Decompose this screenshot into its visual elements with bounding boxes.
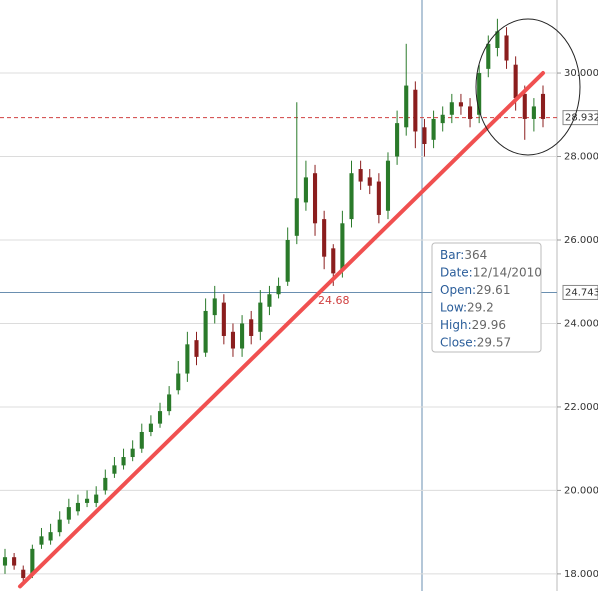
y-tick-label: 22.0000	[564, 402, 598, 413]
candle-body	[294, 198, 299, 236]
candle-body	[185, 344, 190, 374]
tooltip-row: Bar:364	[440, 248, 487, 262]
candle-body	[376, 181, 381, 215]
tooltip-box	[431, 242, 542, 353]
candle-body	[121, 457, 126, 466]
tooltip-row: Low:29.2	[440, 300, 494, 314]
price-label-box	[562, 110, 598, 126]
tooltip-key: Open:	[440, 283, 476, 297]
candle-body	[167, 394, 172, 412]
candle-body	[312, 173, 318, 224]
tooltip-row: Close:29.57	[440, 335, 511, 349]
candle-body	[139, 431, 144, 449]
tooltip-value: 29.61	[476, 283, 510, 297]
y-tick-label: 24.0000	[564, 318, 598, 329]
candle-body	[194, 340, 199, 357]
tooltip-key: Bar:	[440, 248, 464, 262]
candle-body	[449, 102, 454, 115]
tooltip-value: 29.2	[467, 300, 494, 314]
candle-body	[21, 569, 26, 579]
candle-body	[249, 319, 254, 336]
y-tick-label: 26.0000	[564, 235, 598, 246]
candle-body	[103, 477, 108, 491]
candle-body	[367, 177, 372, 186]
candle-body	[431, 118, 436, 140]
y-tick-label: 30.0000	[564, 68, 598, 79]
candle-body	[12, 557, 17, 566]
candle-body	[385, 160, 391, 211]
candle-body	[440, 114, 445, 124]
candle-body	[66, 507, 71, 520]
candle-body	[413, 89, 418, 132]
candle-body	[148, 423, 153, 432]
candle-body	[85, 498, 90, 503]
candle-body	[221, 302, 226, 336]
candle-body	[285, 239, 290, 282]
highlight-ellipse	[475, 18, 581, 156]
candle-body	[203, 310, 208, 353]
tooltip-row: Open:29.61	[440, 283, 510, 297]
candle-body	[349, 173, 354, 220]
candle-body	[176, 373, 181, 391]
y-tick-label: 20.0000	[564, 485, 598, 496]
candle-body	[322, 219, 327, 257]
candle-body	[303, 177, 308, 203]
tooltip-key: Low:	[440, 300, 467, 314]
candle-body	[531, 106, 536, 119]
candle-body	[267, 294, 272, 307]
candle-body	[467, 106, 473, 119]
candle-body	[230, 331, 236, 349]
candle-body	[94, 494, 99, 503]
candle-body	[458, 102, 463, 107]
crosshair-label: 24.7430	[565, 287, 598, 298]
candle-body	[540, 93, 546, 119]
price-label: 28.9320	[565, 113, 598, 124]
candle-body	[358, 169, 363, 182]
tooltip-value: 12/14/2010	[473, 265, 542, 279]
candle-body	[331, 248, 336, 274]
candle-body	[212, 298, 217, 316]
candle-body	[340, 223, 345, 270]
annotation: 24.68	[318, 294, 350, 307]
candle-body	[240, 323, 245, 349]
trendline	[18, 71, 545, 589]
candle-body	[2, 557, 8, 566]
y-tick-label: 28.0000	[564, 152, 598, 163]
candle-body	[522, 93, 527, 119]
candle-body	[404, 85, 409, 128]
candle-body	[395, 123, 400, 157]
tooltip-value: 364	[464, 248, 487, 262]
candle-body	[495, 31, 500, 48]
y-tick-label: 18.0000	[564, 569, 598, 580]
candle-body	[258, 302, 263, 332]
tooltip-row: Date:12/14/2010	[440, 265, 542, 279]
candle-body	[57, 519, 62, 533]
plot: 18.0000 20.0000 22.0000 24.0000 26.0000 28.00…	[0, 18, 598, 591]
crosshair-label-box	[562, 284, 598, 300]
candle-body	[504, 35, 509, 61]
tooltip-value: 29.96	[472, 318, 506, 332]
candle-body	[39, 536, 44, 545]
candle-body	[75, 502, 81, 512]
tooltip: Bar:364 Date:12/14/2010 Open:29.61 Low:29.2…	[431, 242, 542, 353]
tooltip-value: 29.57	[477, 335, 511, 349]
candle-body	[513, 64, 518, 99]
candle-body	[477, 73, 482, 115]
tooltip-key: High:	[440, 318, 472, 332]
candle-body	[30, 548, 35, 574]
candle-body	[48, 532, 53, 541]
tooltip-row: High:29.96	[440, 318, 506, 332]
tooltip-key: Close:	[440, 335, 477, 349]
tooltip-key: Date:	[440, 265, 473, 279]
trendline-start-label: 17.7000	[24, 589, 70, 591]
candle-body	[422, 127, 427, 144]
candle-body	[130, 448, 135, 458]
candle-body	[486, 43, 491, 69]
candle-body	[112, 465, 117, 474]
candle-body	[157, 411, 163, 424]
candle-body	[276, 285, 281, 295]
